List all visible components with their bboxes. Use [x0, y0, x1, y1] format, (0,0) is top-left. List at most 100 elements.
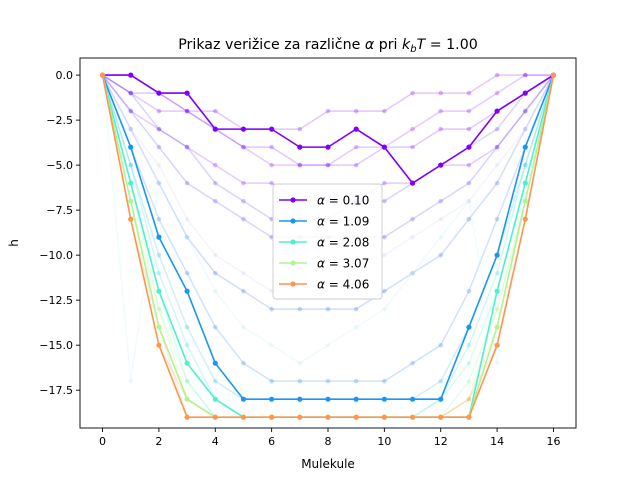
faint-series-point: [466, 180, 472, 186]
faint-series-line: [101, 74, 555, 382]
series-2-point: [184, 288, 190, 294]
series-2-point: [494, 252, 500, 258]
faint-series-point: [325, 306, 331, 312]
x-tick-label: 2: [155, 435, 162, 448]
faint-series-point: [128, 378, 134, 384]
y-tick-label: 0.0: [56, 69, 74, 82]
faint-series-point: [438, 216, 444, 222]
series-1-point: [212, 126, 218, 132]
series-5-point: [550, 72, 557, 78]
series-3-point: [156, 288, 162, 294]
x-tick-label: 12: [434, 435, 448, 448]
faint-series-point: [494, 162, 500, 168]
faint-series-point: [212, 198, 218, 204]
faint-series-point: [382, 288, 387, 294]
legend-marker-1: [290, 197, 296, 203]
series-5-point: [409, 414, 416, 420]
faint-series-point: [184, 108, 190, 114]
faint-series-point: [353, 324, 359, 330]
series-5-point: [212, 414, 218, 420]
faint-series-point: [522, 108, 528, 114]
faint-series-point: [438, 126, 444, 132]
y-tick-label: −7.5: [46, 204, 73, 217]
faint-series-point: [410, 216, 415, 222]
faint-series-point: [241, 180, 246, 186]
faint-series-point: [156, 162, 162, 168]
faint-series-point: [466, 216, 472, 222]
faint-series-point: [438, 90, 444, 96]
faint-series-point: [466, 360, 472, 366]
faint-series-point: [184, 234, 190, 240]
series-5-point: [438, 414, 444, 420]
faint-series-point: [241, 144, 246, 150]
faint-series-point: [212, 252, 218, 258]
faint-series-point: [269, 144, 274, 150]
legend-label-5: α = 4.06: [317, 278, 369, 292]
faint-series-point: [522, 162, 528, 168]
series-1-point: [240, 126, 247, 132]
series-1-point: [381, 144, 387, 150]
faint-series-point: [156, 216, 162, 222]
faint-series-point: [241, 216, 246, 222]
faint-series-point: [156, 270, 162, 276]
series-3-point: [522, 180, 528, 186]
faint-series-point: [466, 90, 472, 96]
faint-series-point: [466, 288, 472, 294]
faint-series-point: [128, 126, 134, 132]
legend-label-3: α = 2.08: [317, 236, 369, 250]
faint-series-point: [212, 162, 218, 168]
faint-series-point: [184, 324, 190, 330]
faint-series-point: [438, 252, 444, 258]
series-1-point: [466, 144, 472, 150]
faint-series-point: [438, 108, 444, 114]
series-4-point: [128, 198, 134, 204]
series-4-point: [184, 396, 190, 402]
faint-series-point: [156, 180, 162, 186]
series-1-point: [269, 126, 275, 132]
faint-series-point: [128, 162, 134, 168]
legend: α = 0.10 α = 1.09 α = 2.08 α = 3.07 α = 4.06: [272, 183, 383, 300]
faint-series-point: [466, 378, 472, 384]
series-1-point: [353, 126, 359, 132]
series-1-point: [128, 72, 134, 78]
faint-series-point: [522, 72, 528, 78]
faint-series-point: [382, 180, 387, 186]
series-3-point: [128, 180, 134, 186]
faint-series-point: [212, 108, 218, 114]
y-tick-label: −17.5: [39, 384, 73, 397]
faint-series-point: [184, 270, 190, 276]
faint-series-point: [156, 306, 162, 312]
faint-series-point: [269, 180, 274, 186]
faint-series-point: [128, 90, 134, 96]
faint-series-point: [297, 378, 303, 384]
faint-series-point: [438, 342, 444, 348]
faint-series-point: [184, 342, 190, 348]
faint-series-point: [438, 198, 444, 204]
legend-label-2: α = 1.09: [317, 215, 369, 229]
faint-series-point: [494, 144, 500, 150]
faint-series-point: [353, 306, 359, 312]
faint-series-point: [269, 162, 274, 168]
series-3-point: [184, 360, 190, 366]
faint-series-point: [241, 288, 246, 294]
legend-marker-3: [290, 239, 296, 245]
faint-series-point: [466, 162, 472, 168]
faint-series-point: [184, 234, 190, 240]
faint-series-point: [466, 108, 472, 114]
faint-series-point: [325, 162, 331, 168]
x-tick-label: 4: [212, 435, 219, 448]
series-5-point: [353, 414, 359, 420]
faint-series-point: [494, 360, 500, 366]
faint-series-point: [466, 126, 472, 132]
faint-series-point: [353, 378, 359, 384]
faint-series-point: [297, 306, 303, 312]
faint-series-point: [382, 306, 387, 312]
y-tick-label: −2.5: [46, 114, 73, 127]
faint-series-point: [325, 378, 331, 384]
faint-series-point: [466, 396, 472, 402]
legend-label-4: α = 3.07: [317, 257, 369, 271]
faint-series-point: [353, 108, 359, 114]
series-5-point: [184, 414, 190, 420]
faint-series-point: [184, 378, 190, 384]
